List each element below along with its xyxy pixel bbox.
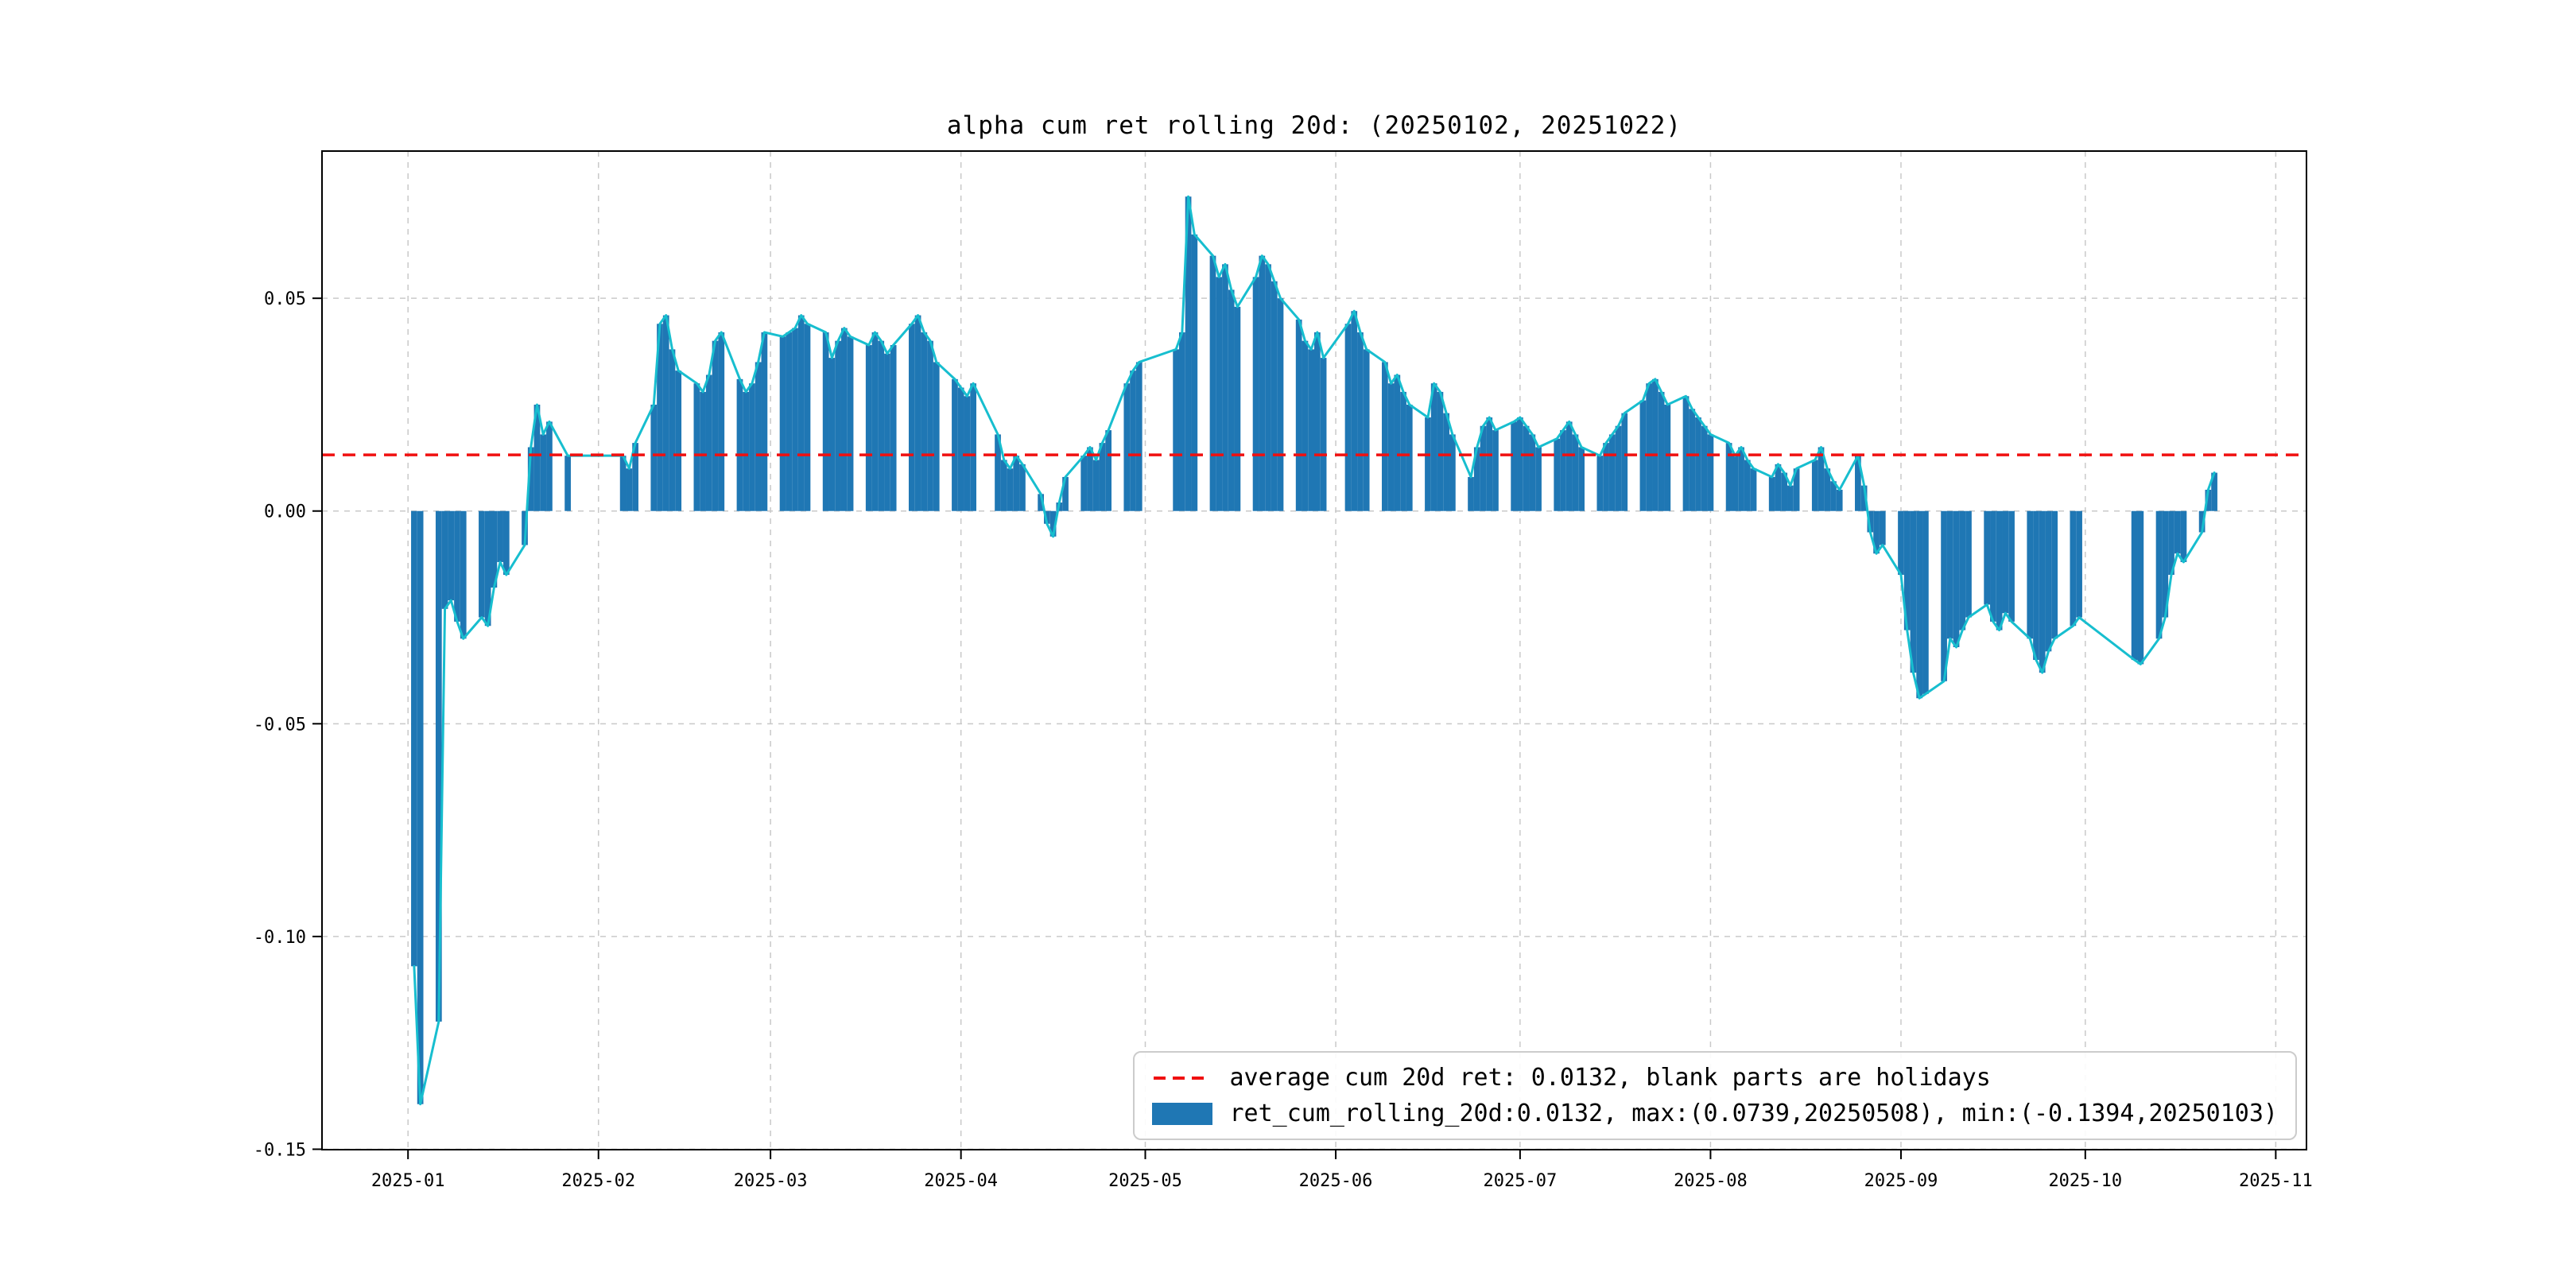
svg-text:-0.05: -0.05 <box>254 715 306 735</box>
bars <box>411 196 2217 1104</box>
svg-text:2025-08: 2025-08 <box>1674 1171 1748 1191</box>
average-dashed-line-sample <box>1152 1066 1212 1090</box>
series-line <box>413 195 2216 1106</box>
series-swatch-sample <box>1151 1102 1212 1126</box>
svg-text:2025-10: 2025-10 <box>2048 1171 2122 1191</box>
svg-text:2025-07: 2025-07 <box>1484 1171 1558 1191</box>
svg-text:2025-02: 2025-02 <box>561 1171 635 1191</box>
svg-text:2025-11: 2025-11 <box>2239 1171 2313 1191</box>
axes-spines <box>321 150 2307 1150</box>
legend: average cum 20d ret: 0.0132, blank parts… <box>1132 1051 2297 1140</box>
red-dash-icon <box>1153 1076 1211 1080</box>
blue-bar-swatch-icon <box>1151 1102 1212 1125</box>
legend-average-label: average cum 20d ret: 0.0132, blank parts… <box>1229 1064 1991 1092</box>
svg-text:-0.10: -0.10 <box>254 928 306 948</box>
chart-title: alpha cum ret rolling 20d: (20250102, 20… <box>946 111 1682 140</box>
svg-text:-0.15: -0.15 <box>254 1140 306 1160</box>
svg-text:2025-04: 2025-04 <box>924 1171 998 1191</box>
svg-text:2025-03: 2025-03 <box>734 1171 808 1191</box>
legend-row-average: average cum 20d ret: 0.0132, blank parts… <box>1152 1064 2279 1092</box>
svg-text:2025-05: 2025-05 <box>1108 1171 1182 1191</box>
svg-text:2025-01: 2025-01 <box>371 1171 445 1191</box>
svg-text:0.00: 0.00 <box>264 502 306 522</box>
svg-text:0.05: 0.05 <box>264 289 306 309</box>
legend-row-series: ret_cum_rolling_20d:0.0132, max:(0.0739,… <box>1151 1100 2279 1127</box>
grid <box>322 151 2306 1150</box>
svg-text:2025-06: 2025-06 <box>1299 1171 1373 1191</box>
legend-series-label: ret_cum_rolling_20d:0.0132, max:(0.0739,… <box>1229 1100 2279 1127</box>
svg-text:2025-09: 2025-09 <box>1864 1171 1938 1191</box>
tick-labels: 0.05 0.00 -0.05 -0.10 -0.15 2025-01 2025-02 202… <box>254 289 2313 1191</box>
